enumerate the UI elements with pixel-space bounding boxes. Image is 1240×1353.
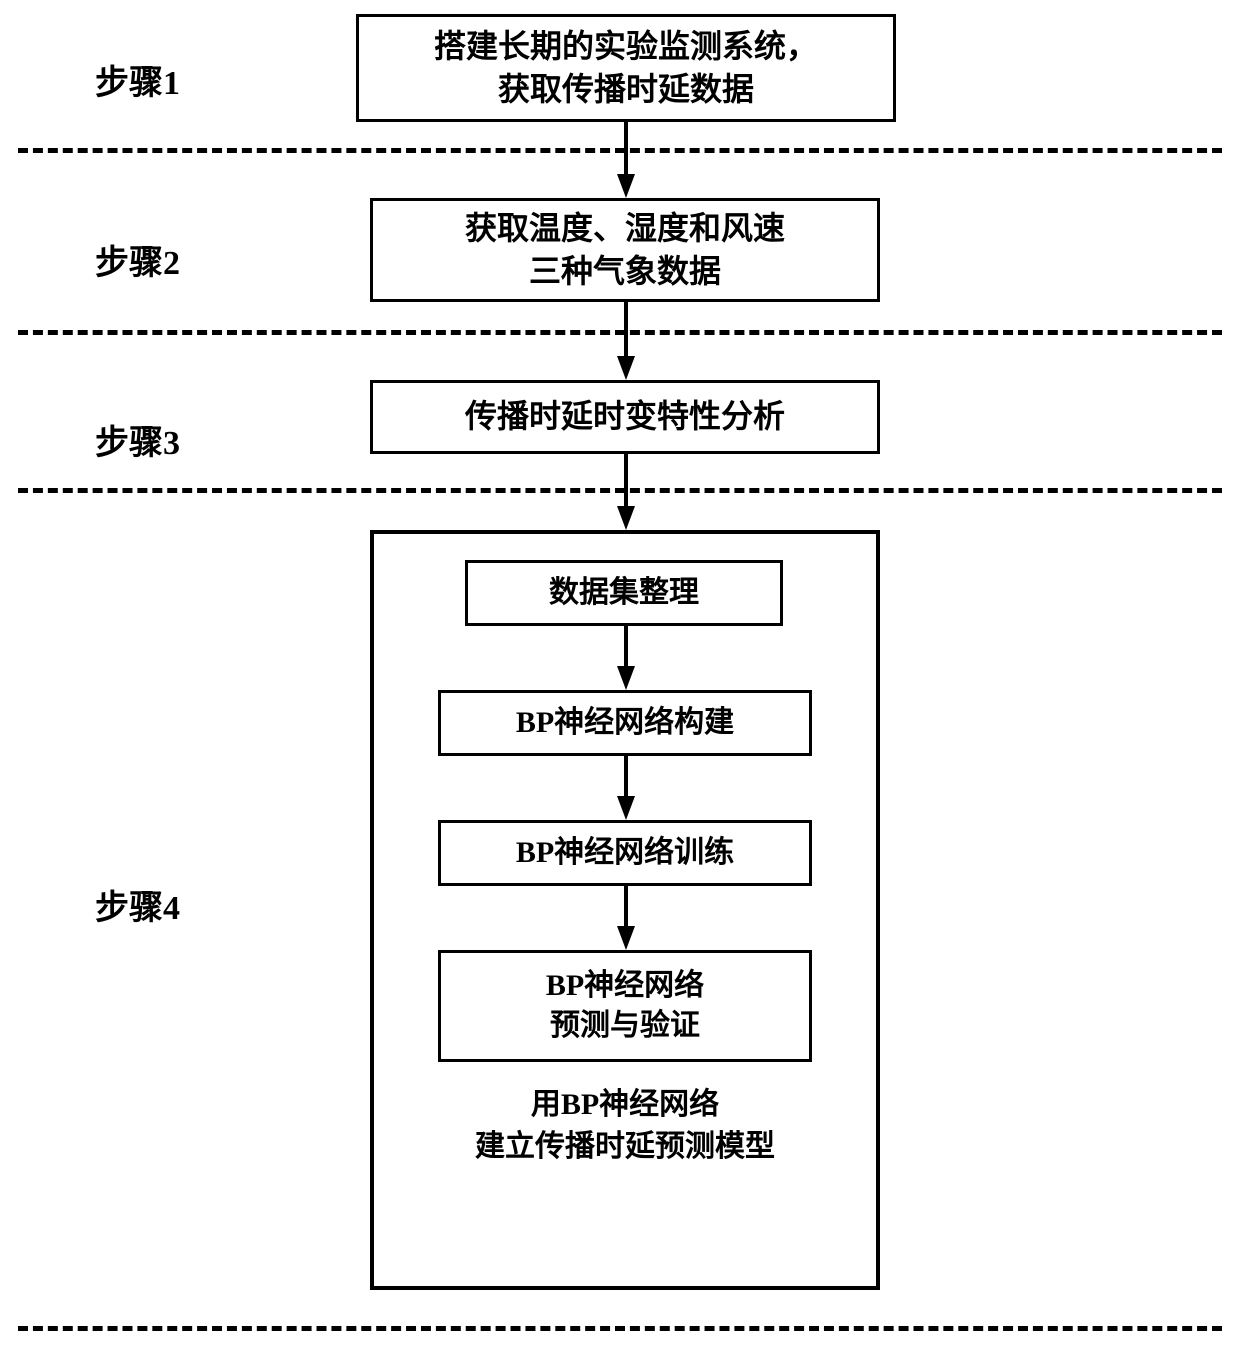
arrow-head-3	[617, 506, 635, 530]
arrow-head-6	[617, 926, 635, 950]
arrow-head-5	[617, 796, 635, 820]
arrow-head-1	[617, 174, 635, 198]
flowchart-root: 步骤1 步骤2 步骤3 步骤4 搭建长期的实验监测系统， 获取传播时延数据 获取…	[0, 0, 1240, 1353]
arrow-head-2	[617, 356, 635, 380]
arrow-head-4	[617, 666, 635, 690]
arrows-layer	[0, 0, 1240, 1353]
